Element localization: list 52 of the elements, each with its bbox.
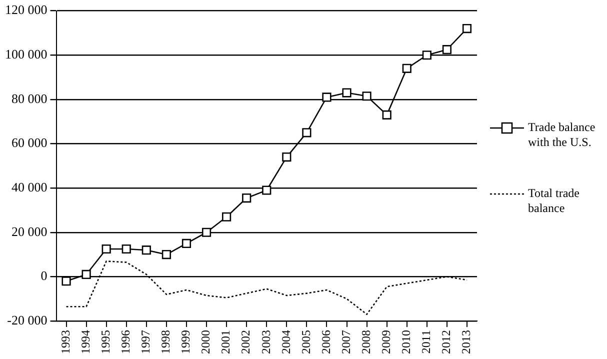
y-tick-label: 20 000 [12, 224, 48, 239]
x-tick-label: 2005 [298, 330, 313, 354]
x-tick-label: 2011 [419, 330, 434, 354]
x-tick-label: 2008 [358, 330, 373, 354]
point [62, 276, 71, 286]
point [222, 212, 232, 222]
legend-label: Total trade balance [528, 186, 580, 216]
point [182, 238, 192, 248]
y-tick-label: 40 000 [12, 179, 48, 194]
x-tick-label: 2001 [218, 330, 233, 354]
x-tick-label: 1999 [178, 330, 193, 354]
point [362, 92, 372, 101]
y-tick-label: 60 000 [12, 135, 48, 150]
x-tick-label: 1995 [98, 330, 112, 354]
x-tick-label: 2006 [318, 330, 333, 354]
x-tick-label: 2013 [459, 330, 474, 354]
point [82, 270, 91, 280]
x-tick-label: 2000 [198, 330, 213, 354]
point [242, 193, 252, 203]
x-tick-label: 2003 [258, 330, 273, 354]
y-tick-label: -20 000 [7, 312, 48, 328]
point [282, 152, 292, 162]
point [162, 250, 171, 260]
point [102, 244, 111, 254]
x-tick-label: 2004 [278, 330, 293, 354]
point [402, 64, 412, 73]
y-tick-label: 80 000 [12, 90, 48, 106]
x-tick-label: 1997 [138, 330, 153, 354]
point [422, 50, 432, 60]
x-tick-label: 2010 [399, 330, 414, 354]
point [302, 128, 312, 138]
x-tick-label: 2007 [338, 330, 353, 354]
point [202, 228, 212, 237]
point [382, 110, 392, 120]
point [262, 186, 272, 195]
y-tick-label: 100 000 [5, 46, 48, 62]
point [122, 244, 131, 254]
point [342, 88, 352, 98]
point [442, 45, 452, 54]
x-tick-label: 2009 [378, 330, 393, 354]
y-tick-label: 120 000 [5, 2, 48, 18]
x-tick-label: 1993 [58, 330, 72, 354]
point [322, 92, 332, 102]
x-tick-label: 2002 [238, 330, 253, 354]
point [462, 24, 472, 34]
y-tick-label: 0 [40, 268, 48, 284]
x-tick-label: 1998 [158, 330, 173, 354]
x-tick-label: 2012 [439, 330, 454, 354]
x-tick-label: 1996 [118, 330, 133, 354]
point [142, 246, 151, 255]
x-tick-label: 1994 [78, 330, 92, 354]
legend-label: Trade balance with the U.S. [528, 120, 596, 150]
